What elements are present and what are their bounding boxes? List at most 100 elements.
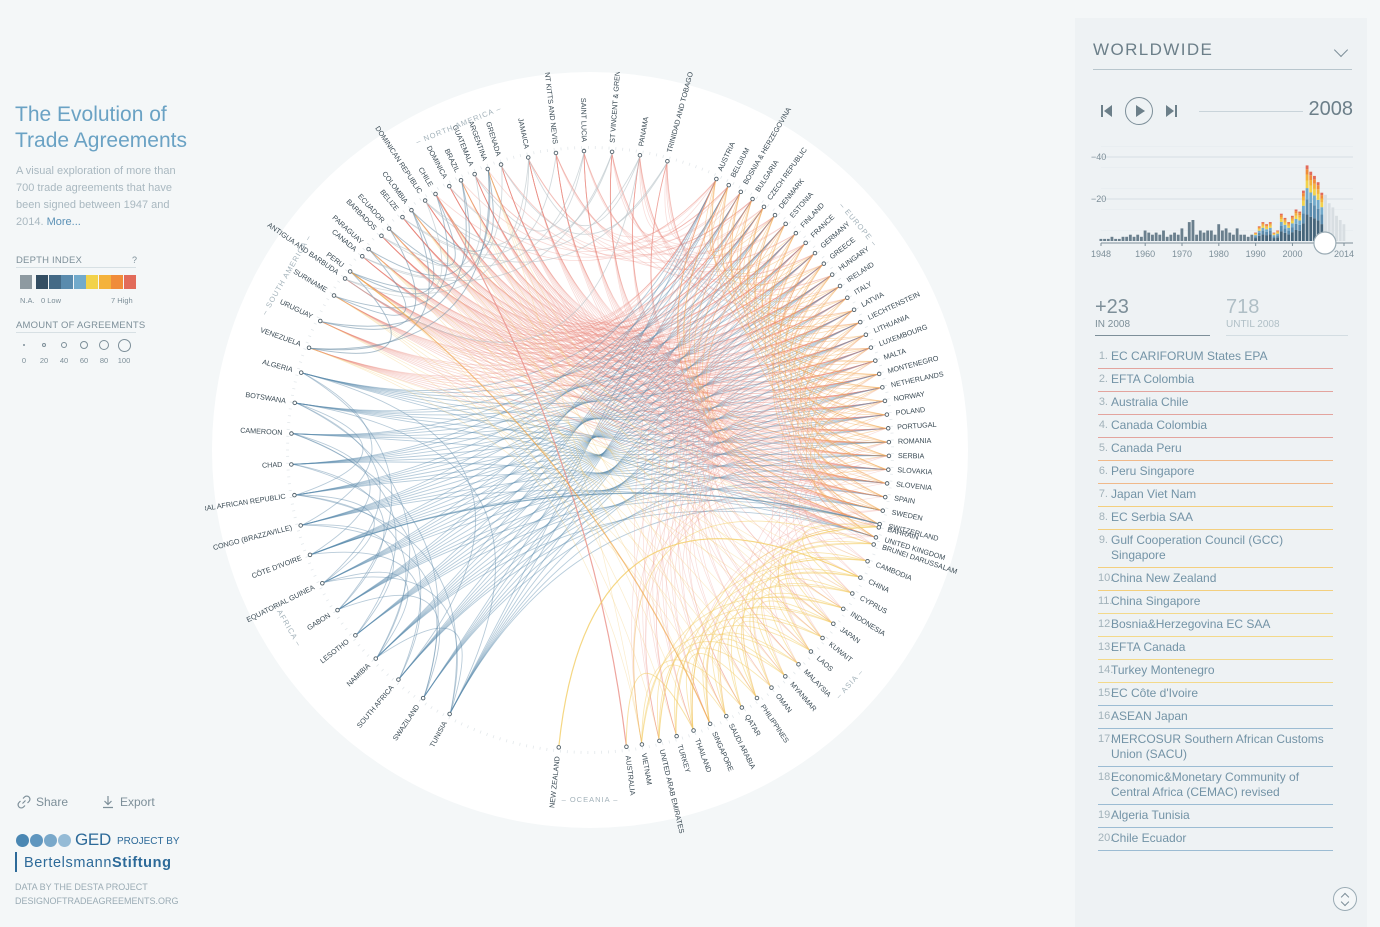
country-node[interactable] bbox=[884, 412, 890, 417]
agreement-link[interactable] bbox=[450, 387, 881, 713]
agreement-link[interactable] bbox=[704, 180, 775, 256]
agreement-link[interactable] bbox=[475, 175, 752, 259]
agreement-link[interactable] bbox=[771, 374, 878, 651]
country-node[interactable] bbox=[657, 738, 662, 744]
country-node[interactable] bbox=[335, 607, 340, 613]
agreement-link[interactable] bbox=[293, 347, 870, 437]
agreement-link[interactable] bbox=[488, 170, 878, 391]
agreement-link[interactable] bbox=[720, 186, 853, 319]
agreement-link[interactable] bbox=[528, 159, 887, 457]
country-node[interactable] bbox=[858, 319, 863, 325]
agreement-link[interactable] bbox=[583, 152, 775, 256]
agreement-link[interactable] bbox=[666, 163, 775, 254]
country-node[interactable] bbox=[373, 656, 379, 661]
hist-bar[interactable] bbox=[1316, 182, 1320, 241]
agreement-link[interactable] bbox=[821, 428, 887, 484]
agreement-link[interactable] bbox=[302, 335, 865, 526]
agreement-link[interactable] bbox=[778, 254, 887, 470]
hist-bar[interactable] bbox=[1342, 224, 1346, 241]
agreement-link[interactable] bbox=[376, 467, 887, 658]
agreement-link[interactable] bbox=[778, 264, 878, 524]
agreement-link[interactable] bbox=[346, 279, 839, 368]
agreement-link[interactable] bbox=[806, 347, 884, 498]
stat-total-agreements[interactable]: 718 UNTIL 2008 bbox=[1226, 296, 1348, 336]
country-label[interactable]: ROMANIA bbox=[898, 436, 932, 446]
agreement-link[interactable] bbox=[356, 360, 874, 635]
agreement-link[interactable] bbox=[310, 244, 805, 383]
agreement-link[interactable] bbox=[399, 441, 887, 679]
agreement-link[interactable] bbox=[376, 186, 729, 658]
hist-bar[interactable] bbox=[1165, 236, 1169, 241]
agreement-link[interactable] bbox=[399, 373, 878, 679]
agreement-link[interactable] bbox=[390, 229, 886, 484]
agreement-link[interactable] bbox=[488, 170, 875, 538]
agreement-list-item[interactable]: 13. EFTA Canada bbox=[1098, 637, 1333, 660]
agreement-link[interactable] bbox=[399, 208, 764, 679]
agreement-link[interactable] bbox=[302, 524, 438, 697]
agreement-link[interactable] bbox=[711, 180, 859, 328]
agreement-link[interactable] bbox=[369, 181, 470, 277]
agreement-link[interactable] bbox=[321, 234, 795, 371]
hist-bar[interactable] bbox=[1338, 220, 1342, 241]
hist-bar[interactable] bbox=[1106, 238, 1110, 241]
agreement-link[interactable] bbox=[730, 200, 795, 270]
agreement-link[interactable] bbox=[807, 322, 881, 390]
agreement-link[interactable] bbox=[488, 170, 757, 697]
country-label[interactable]: PORTUGAL bbox=[897, 420, 937, 432]
agreement-link[interactable] bbox=[768, 234, 874, 363]
agreement-link[interactable] bbox=[321, 229, 417, 330]
country-node[interactable] bbox=[754, 695, 760, 701]
agreement-link[interactable] bbox=[769, 244, 839, 309]
country-node[interactable] bbox=[880, 385, 885, 390]
country-node[interactable] bbox=[883, 494, 888, 500]
agreement-link[interactable] bbox=[335, 195, 449, 309]
agreement-link[interactable] bbox=[501, 166, 805, 332]
hist-bar[interactable] bbox=[1099, 238, 1103, 241]
country-node[interactable] bbox=[868, 345, 874, 350]
agreement-link[interactable] bbox=[449, 187, 878, 392]
agreement-link[interactable] bbox=[794, 335, 866, 561]
agreement-link[interactable] bbox=[739, 200, 885, 416]
agreement-link[interactable] bbox=[461, 181, 742, 707]
country-node[interactable] bbox=[553, 150, 559, 156]
agreement-link[interactable] bbox=[689, 428, 887, 707]
agreement-link[interactable] bbox=[665, 208, 764, 715]
agreement-link[interactable] bbox=[818, 482, 886, 528]
agreement-link[interactable] bbox=[376, 510, 875, 658]
agreement-link[interactable] bbox=[335, 193, 741, 355]
agreement-link[interactable] bbox=[790, 552, 866, 623]
agreement-link[interactable] bbox=[293, 264, 823, 465]
agreement-link[interactable] bbox=[639, 157, 859, 327]
agreement-link[interactable] bbox=[797, 322, 878, 524]
country-node[interactable] bbox=[886, 439, 892, 445]
agreement-link[interactable] bbox=[293, 387, 881, 465]
country-label[interactable]: CHAD bbox=[262, 460, 283, 470]
agreement-link[interactable] bbox=[293, 193, 741, 435]
agreement-link[interactable] bbox=[450, 180, 716, 713]
agreement-link[interactable] bbox=[363, 153, 613, 282]
agreement-link[interactable] bbox=[709, 186, 764, 253]
agreement-link[interactable] bbox=[321, 275, 831, 377]
agreement-link[interactable] bbox=[583, 152, 831, 293]
agreement-link[interactable] bbox=[798, 298, 870, 357]
agreement-link[interactable] bbox=[555, 154, 839, 346]
country-node[interactable] bbox=[850, 591, 855, 596]
agreement-link[interactable] bbox=[645, 479, 886, 739]
agreement-link[interactable] bbox=[666, 163, 853, 318]
agreement-link[interactable] bbox=[650, 163, 881, 400]
agreement-link[interactable] bbox=[296, 373, 878, 422]
agreement-link[interactable] bbox=[815, 374, 887, 470]
agreement-link[interactable] bbox=[792, 310, 875, 538]
agreement-link[interactable] bbox=[717, 186, 814, 280]
agreement-link[interactable] bbox=[423, 347, 870, 697]
agreement-link[interactable] bbox=[711, 244, 872, 545]
hist-bar[interactable] bbox=[1257, 226, 1261, 241]
agreement-link[interactable] bbox=[296, 243, 805, 496]
agreement-link[interactable] bbox=[747, 208, 865, 339]
agreement-link[interactable] bbox=[403, 200, 752, 331]
agreement-link[interactable] bbox=[632, 157, 884, 409]
agreement-link[interactable] bbox=[761, 225, 888, 443]
agreement-link[interactable] bbox=[369, 250, 839, 361]
agreement-link[interactable] bbox=[293, 433, 886, 484]
agreement-link[interactable] bbox=[705, 596, 842, 723]
